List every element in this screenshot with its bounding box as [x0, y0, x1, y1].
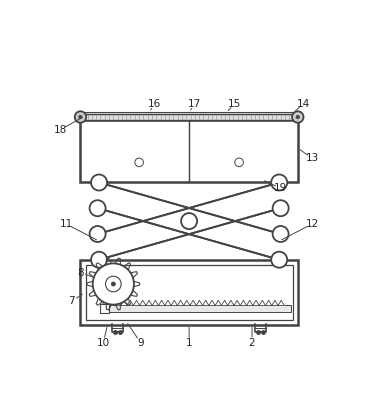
Circle shape: [296, 115, 300, 119]
Polygon shape: [272, 300, 278, 306]
Bar: [80, 260, 298, 326]
Polygon shape: [108, 300, 114, 306]
Bar: [80, 112, 298, 115]
Text: 8: 8: [77, 268, 84, 278]
Text: 18: 18: [54, 125, 67, 135]
Circle shape: [90, 200, 106, 216]
Polygon shape: [121, 300, 127, 306]
Polygon shape: [114, 300, 121, 306]
Polygon shape: [265, 300, 272, 306]
Circle shape: [75, 111, 86, 123]
Polygon shape: [165, 300, 171, 306]
Circle shape: [273, 200, 289, 216]
Text: 9: 9: [137, 338, 144, 348]
Text: 13: 13: [306, 153, 319, 163]
Circle shape: [93, 263, 134, 305]
Polygon shape: [215, 300, 221, 306]
Text: 10: 10: [97, 338, 110, 348]
Text: 15: 15: [228, 99, 241, 109]
Circle shape: [79, 115, 82, 119]
Polygon shape: [152, 300, 159, 306]
Polygon shape: [190, 300, 196, 306]
Polygon shape: [133, 300, 139, 306]
Polygon shape: [221, 300, 228, 306]
Bar: [100, 304, 109, 313]
Polygon shape: [177, 300, 184, 306]
Text: 1: 1: [186, 338, 192, 348]
Circle shape: [91, 174, 107, 191]
Polygon shape: [234, 300, 240, 306]
Polygon shape: [203, 300, 209, 306]
Text: 2: 2: [249, 338, 255, 348]
Polygon shape: [196, 300, 203, 306]
Bar: [86, 265, 293, 320]
Polygon shape: [171, 300, 177, 306]
Polygon shape: [259, 300, 265, 306]
Text: 19: 19: [274, 183, 287, 193]
Polygon shape: [240, 300, 246, 306]
Circle shape: [91, 252, 107, 268]
Bar: [102, 306, 291, 312]
Polygon shape: [146, 300, 152, 306]
Polygon shape: [139, 300, 146, 306]
Circle shape: [106, 276, 121, 292]
Circle shape: [273, 226, 289, 242]
Polygon shape: [127, 300, 133, 306]
Bar: [80, 115, 298, 120]
Polygon shape: [278, 300, 284, 306]
Circle shape: [271, 174, 287, 191]
Circle shape: [271, 252, 287, 268]
Text: 11: 11: [59, 219, 73, 229]
Polygon shape: [246, 300, 253, 306]
Circle shape: [111, 282, 115, 286]
Polygon shape: [102, 300, 108, 306]
Polygon shape: [253, 300, 259, 306]
Circle shape: [235, 158, 244, 167]
Polygon shape: [159, 300, 165, 306]
Circle shape: [181, 213, 197, 229]
Polygon shape: [184, 300, 190, 306]
Text: 17: 17: [188, 99, 201, 109]
Polygon shape: [209, 300, 215, 306]
Circle shape: [90, 226, 106, 242]
Text: 12: 12: [306, 219, 319, 229]
Circle shape: [292, 111, 303, 123]
Polygon shape: [228, 300, 234, 306]
Circle shape: [135, 158, 144, 167]
Text: 7: 7: [69, 296, 75, 306]
Bar: [80, 120, 298, 183]
Text: 14: 14: [297, 99, 310, 109]
Text: 16: 16: [148, 99, 161, 109]
